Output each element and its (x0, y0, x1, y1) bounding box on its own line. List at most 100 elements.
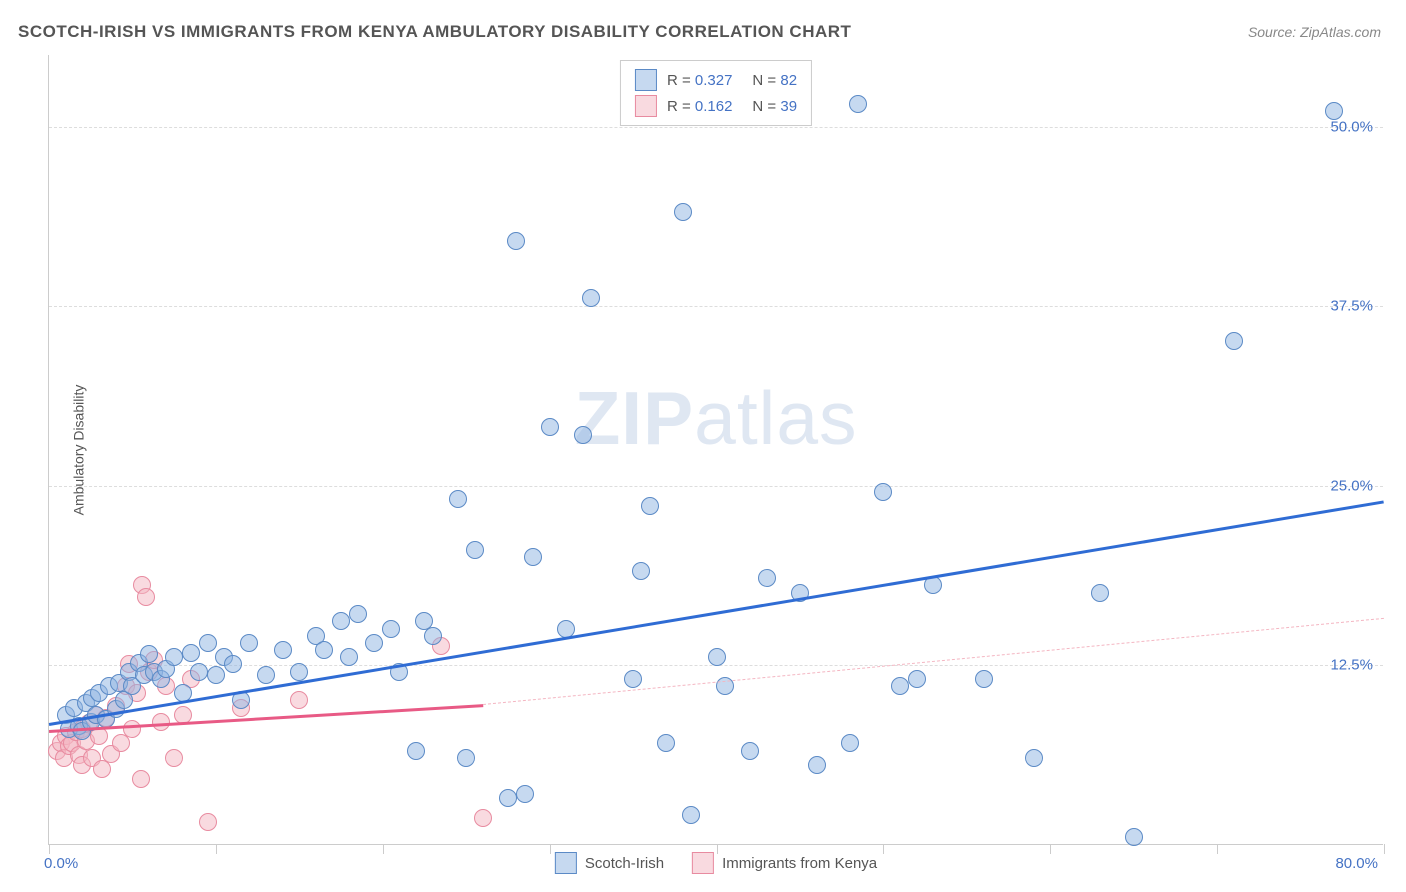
scatter-point (849, 95, 867, 113)
scatter-point (424, 627, 442, 645)
legend-stats-row-2: R = 0.162 N = 39 (635, 93, 797, 119)
n-label-1: N = (752, 72, 780, 89)
scatter-point (290, 691, 308, 709)
scatter-point (182, 644, 200, 662)
legend-series-label-1: Scotch-Irish (585, 855, 664, 872)
scatter-point (808, 756, 826, 774)
y-tick-label: 37.5% (1330, 298, 1373, 315)
scatter-point (874, 483, 892, 501)
scatter-point (507, 232, 525, 250)
scatter-point (224, 655, 242, 673)
scatter-point (574, 426, 592, 444)
scatter-point (1325, 102, 1343, 120)
source-attribution: Source: ZipAtlas.com (1248, 24, 1381, 40)
x-tick-mark (883, 844, 884, 854)
scatter-point (908, 670, 926, 688)
scatter-point (207, 666, 225, 684)
gridline (49, 306, 1383, 307)
scatter-point (582, 289, 600, 307)
scatter-point (137, 588, 155, 606)
scatter-point (199, 813, 217, 831)
r-label-1: R = (667, 72, 695, 89)
legend-series-label-2: Immigrants from Kenya (722, 855, 877, 872)
scatter-point (449, 490, 467, 508)
scatter-point (332, 612, 350, 630)
x-tick-mark (383, 844, 384, 854)
scatter-point (541, 418, 559, 436)
legend-series-swatch-2 (692, 852, 714, 874)
scatter-point (466, 541, 484, 559)
scatter-point (240, 634, 258, 652)
trend-line (483, 618, 1384, 705)
watermark-zip: ZIP (574, 376, 694, 460)
scatter-point (516, 785, 534, 803)
scatter-point (457, 749, 475, 767)
x-tick-mark (1384, 844, 1385, 854)
n-value-2: 39 (780, 98, 797, 115)
scatter-point (758, 569, 776, 587)
legend-swatch-1 (635, 69, 657, 91)
scatter-point (741, 742, 759, 760)
legend-stats: R = 0.327 N = 82 R = 0.162 N = 39 (620, 60, 812, 126)
scatter-point (891, 677, 909, 695)
x-tick-mark (49, 844, 50, 854)
y-tick-label: 25.0% (1330, 477, 1373, 494)
y-tick-label: 50.0% (1330, 118, 1373, 135)
legend-series: Scotch-Irish Immigrants from Kenya (555, 852, 877, 874)
scatter-point (349, 605, 367, 623)
scatter-point (1125, 828, 1143, 846)
x-tick-mark (1217, 844, 1218, 854)
chart-title: SCOTCH-IRISH VS IMMIGRANTS FROM KENYA AM… (18, 22, 851, 42)
r-value-2: 0.162 (695, 98, 733, 115)
trend-line (49, 500, 1384, 725)
r-label-2: R = (667, 98, 695, 115)
scatter-point (123, 720, 141, 738)
scatter-point (841, 734, 859, 752)
scatter-point (140, 645, 158, 663)
watermark: ZIPatlas (574, 375, 857, 461)
chart-container: ZIPatlas 12.5% 25.0% 37.5% 50.0% R = 0.327 … (48, 55, 1383, 845)
n-value-1: 82 (780, 72, 797, 89)
gridline (49, 486, 1383, 487)
scatter-point (257, 666, 275, 684)
scatter-point (924, 576, 942, 594)
x-tick-mark (216, 844, 217, 854)
y-axis-label: Ambulatory Disability (70, 385, 86, 516)
scatter-point (382, 620, 400, 638)
scatter-point (624, 670, 642, 688)
legend-swatch-2 (635, 95, 657, 117)
scatter-point (199, 634, 217, 652)
r-value-1: 0.327 (695, 72, 733, 89)
scatter-point (274, 641, 292, 659)
plot-area: ZIPatlas 12.5% 25.0% 37.5% 50.0% R = 0.327 … (48, 55, 1383, 845)
scatter-point (190, 663, 208, 681)
scatter-point (112, 734, 130, 752)
scatter-point (674, 203, 692, 221)
scatter-point (290, 663, 308, 681)
n-label-2: N = (752, 98, 780, 115)
scatter-point (682, 806, 700, 824)
scatter-point (340, 648, 358, 666)
scatter-point (165, 749, 183, 767)
scatter-point (132, 770, 150, 788)
scatter-point (657, 734, 675, 752)
scatter-point (474, 809, 492, 827)
scatter-point (165, 648, 183, 666)
x-axis-max-label: 80.0% (1335, 855, 1378, 872)
scatter-point (315, 641, 333, 659)
scatter-point (975, 670, 993, 688)
x-tick-mark (1050, 844, 1051, 854)
scatter-point (524, 548, 542, 566)
scatter-point (499, 789, 517, 807)
x-axis-min-label: 0.0% (44, 855, 78, 872)
legend-series-1: Scotch-Irish (555, 852, 664, 874)
y-tick-label: 12.5% (1330, 657, 1373, 674)
gridline (49, 127, 1383, 128)
scatter-point (708, 648, 726, 666)
scatter-point (93, 760, 111, 778)
scatter-point (365, 634, 383, 652)
x-tick-mark (550, 844, 551, 854)
scatter-point (1091, 584, 1109, 602)
scatter-point (1225, 332, 1243, 350)
scatter-point (407, 742, 425, 760)
